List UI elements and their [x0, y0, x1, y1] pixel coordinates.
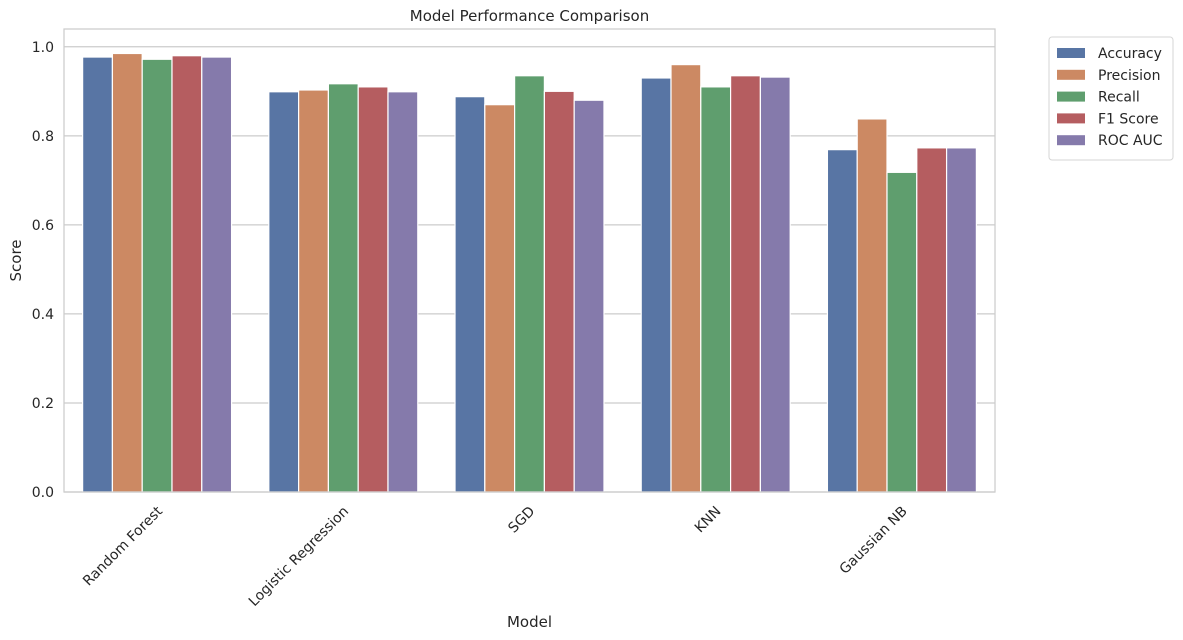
x-tick-label: Logistic Regression — [246, 504, 352, 610]
legend-label: F1 Score — [1098, 111, 1159, 127]
x-tick-label: Gaussian NB — [837, 504, 911, 578]
bar-accuracy — [826, 149, 858, 493]
bar-recall — [327, 83, 359, 493]
bar-precision — [298, 89, 330, 493]
bar-group — [82, 52, 233, 493]
bar-precision — [856, 118, 888, 493]
legend-label: Accuracy — [1098, 46, 1162, 62]
bar-group — [268, 83, 419, 493]
bar-f1-score — [543, 90, 575, 493]
bar-roc-auc — [759, 76, 791, 493]
bars-layer — [82, 52, 977, 493]
y-tick-label: 0.8 — [32, 129, 54, 145]
bar-group — [454, 75, 605, 493]
bar-recall — [514, 75, 545, 493]
x-tick-label: SGD — [505, 504, 538, 537]
y-tick-labels: 0.0 0.2 0.4 0.6 0.8 1.0 — [32, 40, 54, 501]
legend-swatch — [1057, 69, 1085, 80]
bar-roc-auc — [945, 147, 977, 493]
bar-precision — [670, 64, 702, 493]
legend-label: Recall — [1098, 90, 1140, 106]
bar-roc-auc — [573, 99, 605, 493]
legend-swatch — [1057, 91, 1085, 102]
bar-precision — [111, 52, 143, 493]
y-tick-label: 0.0 — [32, 485, 54, 501]
x-axis-title: Model — [507, 613, 552, 631]
legend-box — [1048, 36, 1174, 161]
bar-f1-score — [171, 55, 203, 493]
bar-accuracy — [82, 56, 114, 493]
bar-accuracy — [640, 77, 672, 493]
y-tick-label: 0.6 — [32, 218, 54, 234]
bar-group — [640, 64, 791, 493]
bar-recall — [886, 171, 918, 493]
bar-roc-auc — [387, 91, 419, 493]
y-tick-label: 0.4 — [32, 307, 54, 323]
bar-recall — [141, 58, 173, 493]
bar-f1-score — [729, 75, 761, 493]
y-tick-label: 0.2 — [32, 396, 54, 412]
legend-swatch — [1057, 135, 1085, 146]
x-tick-labels: Random Forest Logistic Regression SGD KNN Ga… — [80, 503, 911, 610]
bar-roc-auc — [201, 56, 233, 493]
bar-f1-score — [357, 86, 389, 493]
bar-recall — [700, 86, 732, 493]
legend: Accuracy Precision Recall F1 Score ROC AUC — [1048, 36, 1174, 161]
y-tick-label: 1.0 — [32, 40, 54, 56]
bar-precision — [484, 104, 516, 493]
x-tick-label: Random Forest — [80, 503, 166, 589]
legend-swatch — [1057, 48, 1085, 58]
y-axis-title: Score — [7, 239, 25, 281]
legend-label: Precision — [1098, 68, 1160, 84]
chart-title: Model Performance Comparison — [410, 7, 649, 25]
bar-group — [826, 118, 977, 493]
plot-frame — [63, 28, 996, 493]
x-tick-label: KNN — [692, 504, 725, 537]
legend-swatch — [1057, 113, 1085, 124]
bar-accuracy — [454, 96, 486, 493]
legend-label: ROC AUC — [1098, 133, 1163, 149]
bar-accuracy — [268, 91, 300, 493]
bar-f1-score — [916, 147, 948, 493]
